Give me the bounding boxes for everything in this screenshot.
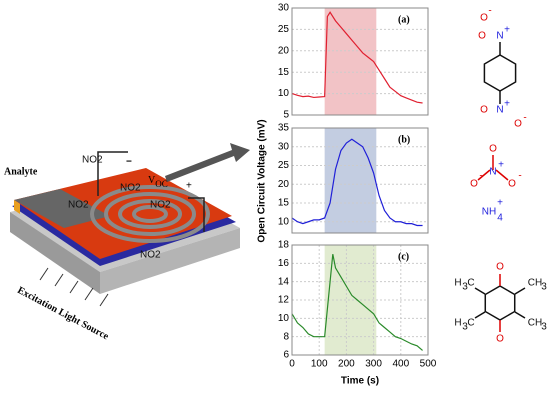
wire [188,197,205,232]
atom: N [496,31,503,42]
group-label: NO2 [120,183,141,194]
atom: O [480,13,488,24]
light-arrows [39,267,109,307]
y-tick-label: 18 [278,240,290,251]
y-tick-label: 10 [278,313,290,324]
minus-label: − [126,157,132,168]
atom: 4 [497,213,503,224]
atom: N [489,167,496,178]
atom: C [467,278,474,289]
atom: 3 [541,282,547,293]
plot-frame [291,244,429,356]
x-tick-label: 400 [392,359,409,370]
x-tick-label: 200 [338,359,355,370]
y-axis-label: Open Circuit Voltage (mV) [257,119,268,242]
panel-label: (a) [398,14,410,25]
group-label: NO2 [68,200,89,211]
x-tick-label: 500 [420,359,437,370]
y-tick-label: 8 [283,331,289,342]
x-tick-label: 300 [365,359,382,370]
x-tick-label: 100 [311,359,328,370]
plus-label: + [186,181,192,192]
atom: O [514,119,522,130]
analyte-label: Analyte [4,166,38,177]
voltage-label: VOC [148,175,168,189]
y-tick-label: 6 [283,350,289,361]
atom: O [496,334,504,345]
atom: C [467,318,474,329]
plot-frame [291,7,429,116]
series-line [291,138,423,227]
device-side [10,212,100,294]
y-tick-label: 16 [278,258,290,269]
panel-label: (b) [398,134,410,145]
atom: N [496,105,503,116]
x-axis-label: Time (s) [341,376,379,387]
atom: CH [528,278,542,289]
wire [97,151,128,196]
y-tick-label: 30 [278,141,290,152]
y-tick-label: 15 [278,198,290,209]
y-tick-label: 25 [278,160,290,171]
bond [484,285,516,321]
bond [514,287,526,295]
device-front [100,228,240,294]
arrow [165,143,250,182]
y-tick-label: 5 [283,110,289,121]
atom: + [498,160,504,171]
atom: - [479,171,482,182]
atom: H [454,318,461,329]
atom: + [504,25,510,36]
bond [474,287,486,295]
shade [324,128,377,233]
atom: - [488,6,491,17]
series-line [291,11,423,104]
plot-frame [291,127,429,234]
atom: 3 [462,322,468,333]
atom: 3 [462,282,468,293]
atom: O [478,31,486,42]
bond [483,54,517,92]
group-label: NO2 [140,250,161,261]
atom: CH [528,318,542,329]
spiral [90,185,210,243]
shade [324,8,377,115]
source-label: Excitation Light Source [16,285,111,343]
bond [514,311,526,319]
series-line [291,254,423,351]
group-label: NO2 [150,200,171,211]
atom: 3 [541,322,547,333]
atom: + [504,99,510,110]
atom: + [497,198,503,209]
atom: O [508,179,516,190]
y-tick-label: 10 [278,216,290,227]
bond [495,169,509,181]
device [10,143,250,307]
atom: O [496,262,504,273]
y-tick-label: 20 [278,179,290,190]
bond [477,169,491,181]
device-edge [14,200,20,214]
bond [474,311,486,319]
atom: O [480,105,488,116]
y-tick-label: 15 [278,67,290,78]
atom: - [523,113,526,124]
atom: - [518,171,521,182]
y-tick-label: 12 [278,295,290,306]
y-tick-label: 35 [278,123,290,134]
atom: O [470,179,478,190]
device-electrode [14,189,110,228]
y-tick-label: 30 [278,3,290,14]
atom: O [489,144,497,155]
y-tick-label: 20 [278,45,290,56]
x-tick-label: 0 [289,359,295,370]
atom: NH [482,207,496,218]
y-tick-label: 14 [278,276,290,287]
atom: H [454,278,461,289]
group-label: NO2 [82,155,103,166]
y-tick-label: 10 [278,88,290,99]
panel-label: (c) [398,251,409,262]
y-tick-label: 25 [278,24,290,35]
